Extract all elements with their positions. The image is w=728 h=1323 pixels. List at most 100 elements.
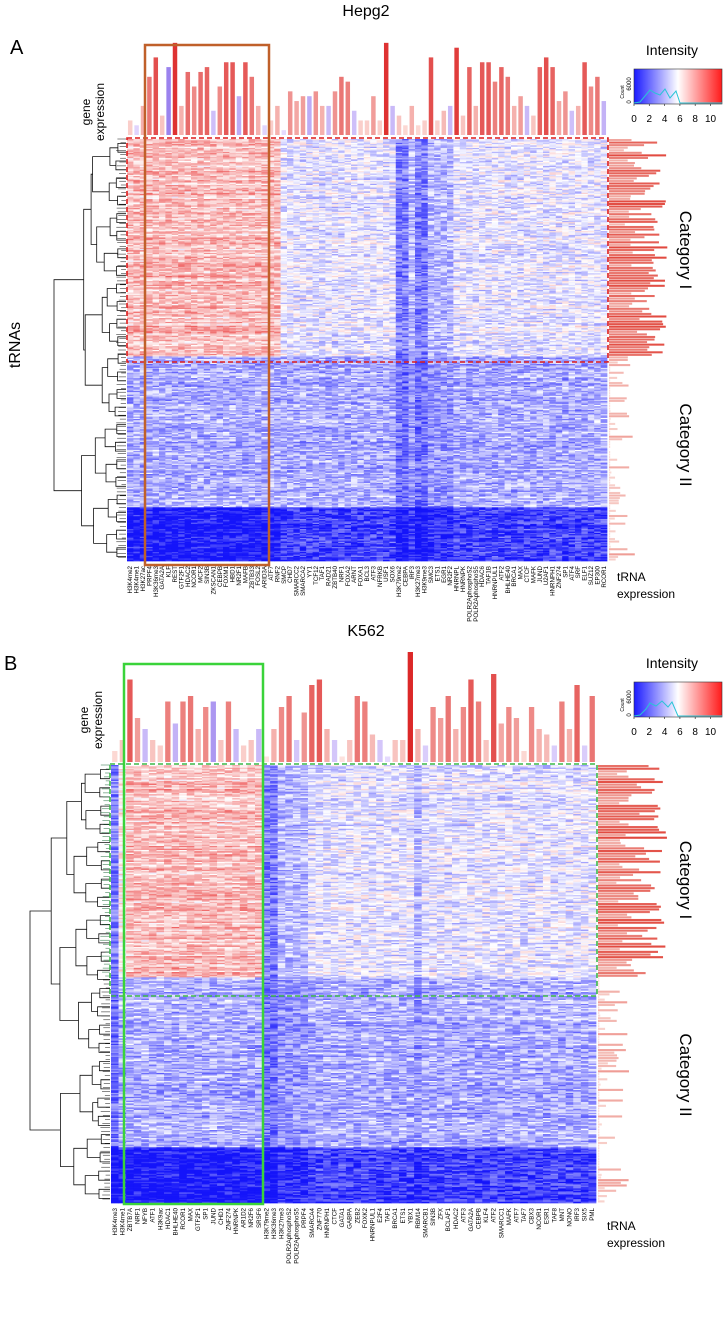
heatmap-cell	[146, 504, 153, 507]
heatmap-cell	[146, 343, 153, 346]
heatmap-cell	[146, 319, 153, 321]
heatmap-cell	[146, 390, 153, 393]
heatmap-cell	[139, 360, 147, 362]
heatmap-cell	[139, 187, 147, 190]
heatmap-cell	[127, 196, 134, 199]
heatmap-cell	[152, 518, 160, 521]
heatmap-cell	[152, 449, 160, 452]
heatmap-cell	[139, 457, 147, 460]
heatmap-cell	[127, 271, 134, 274]
heatmap-cell	[152, 444, 160, 447]
heatmap-cell	[139, 315, 147, 318]
heatmap-cell	[146, 300, 153, 302]
heatmap-cell	[146, 334, 153, 337]
dendrogram-branch	[116, 318, 126, 329]
heatmap-cell	[127, 182, 134, 185]
heatmap-cell	[152, 172, 160, 174]
heatmap-cell	[139, 424, 147, 426]
heatmap-cell	[152, 142, 160, 145]
heatmap-cell	[146, 278, 153, 281]
heatmap-cell	[133, 356, 141, 359]
heatmap-cell	[139, 146, 147, 149]
heatmap-cell	[133, 307, 141, 310]
heatmap-cell	[133, 219, 141, 222]
heatmap-cell	[133, 263, 141, 265]
heatmap-cell	[146, 222, 153, 224]
heatmap-cell	[127, 358, 134, 361]
heatmap-cell	[133, 323, 141, 325]
heatmap-cell	[139, 444, 147, 447]
heatmap-cell	[127, 396, 134, 398]
heatmap-cell	[133, 451, 141, 453]
heatmap-cell	[127, 183, 134, 186]
heatmap-cell	[139, 380, 147, 383]
heatmap-cell	[146, 200, 153, 203]
heatmap-cell	[127, 451, 134, 453]
heatmap-cell	[146, 529, 153, 531]
heatmap-cell	[139, 301, 147, 304]
heatmap-cell	[152, 355, 160, 357]
heatmap-cell	[127, 532, 134, 535]
heatmap-cell	[152, 537, 160, 540]
heatmap-cell	[139, 509, 147, 512]
dendrogram-branch	[90, 173, 97, 245]
heatmap-cell	[178, 559, 185, 562]
heatmap-cell	[133, 466, 141, 468]
heatmap-cell	[146, 421, 153, 424]
heatmap-cell	[184, 559, 192, 562]
heatmap-cell	[146, 559, 153, 562]
heatmap-cell	[127, 522, 134, 525]
heatmap-cell	[127, 151, 134, 154]
heatmap-cell	[152, 219, 160, 222]
heatmap-cell	[133, 523, 141, 526]
heatmap-cell	[146, 497, 153, 499]
heatmap-cell	[146, 429, 153, 431]
heatmap-cell	[139, 374, 147, 376]
heatmap-cell	[133, 535, 141, 538]
heatmap-cell	[133, 224, 141, 227]
gene-expression-bar	[377, 120, 383, 135]
heatmap-cell	[139, 256, 147, 259]
heatmap-cell	[146, 227, 153, 229]
heatmap-cell	[139, 266, 147, 269]
gene-expression-bar	[441, 110, 447, 135]
gene-expression-bar	[435, 120, 440, 135]
heatmap-cell	[133, 525, 141, 527]
heatmap-cell	[146, 352, 153, 355]
heatmap-cell	[133, 311, 141, 314]
heatmap-cell	[146, 266, 153, 269]
heatmap-cell	[127, 453, 134, 456]
heatmap-cell	[152, 178, 160, 181]
heatmap-cell	[152, 287, 160, 289]
heatmap-cell	[133, 553, 141, 555]
heatmap-cell	[152, 238, 160, 241]
heatmap-cell	[146, 470, 153, 472]
heatmap-cell	[152, 346, 160, 348]
heatmap-cell	[152, 325, 160, 328]
heatmap-cell	[139, 559, 147, 562]
heatmap-cell	[127, 149, 134, 151]
heatmap-cell	[139, 507, 147, 509]
heatmap-cell	[133, 537, 141, 540]
heatmap-cell	[127, 273, 134, 275]
heatmap-cell	[127, 361, 134, 364]
heatmap-cell	[133, 442, 141, 444]
heatmap-cell	[146, 488, 153, 490]
heatmap-cell	[133, 458, 141, 461]
heatmap-cell	[152, 453, 160, 456]
heatmap-cell	[139, 513, 147, 516]
heatmap-cell	[139, 154, 147, 156]
heatmap-cell	[127, 141, 134, 144]
heatmap-cell	[146, 320, 153, 323]
heatmap-cell	[127, 165, 134, 168]
heatmap-cell	[127, 223, 134, 226]
heatmap-cell	[127, 247, 134, 250]
heatmap-cell	[139, 376, 147, 379]
heatmap-cell	[139, 434, 147, 437]
heatmap-cell	[127, 147, 134, 150]
gene-expression-bar	[332, 91, 338, 135]
heatmap-cell	[139, 369, 147, 371]
heatmap-cell	[133, 213, 141, 215]
heatmap-cell	[139, 485, 147, 488]
heatmap-cell	[133, 266, 141, 269]
